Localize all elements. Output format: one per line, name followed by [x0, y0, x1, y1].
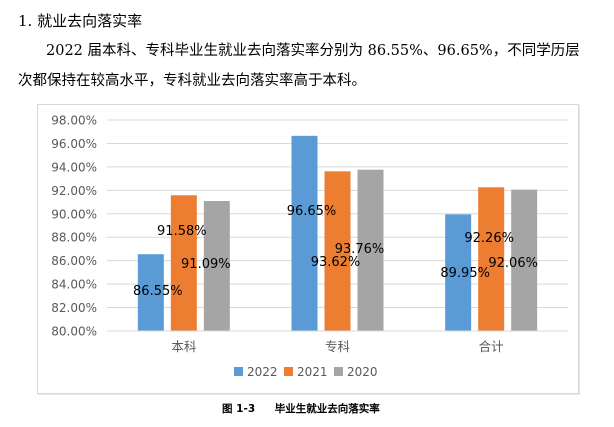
y-tick-label: 96.00% [51, 137, 97, 151]
bar-chart: 80.00% 82.00% 84.00% 86.00% 88.00% 90.00% 92.0… [51, 114, 568, 379]
figure-title: 毕业生就业去向落实率 [274, 403, 380, 415]
figure-caption: 图 1-3 毕业生就业去向落实率 [222, 401, 380, 416]
bar-2022 [291, 135, 318, 331]
paragraph-line-2: 次都保持在较高水平，专科就业去向落实率高于本科。 [18, 73, 366, 89]
paragraph-line-1: 2022 届本科、专科毕业生就业去向落实率分别为 86.55%、96.65%，不… [46, 43, 580, 59]
data-label: 91.58% [157, 224, 207, 239]
data-label: 92.06% [488, 256, 538, 271]
y-tick-label: 98.00% [51, 114, 97, 128]
y-tick-label: 82.00% [51, 301, 97, 315]
bar-2020 [511, 189, 538, 331]
data-label: 93.76% [335, 242, 385, 257]
section-heading: 1. 就业去向落实率 [18, 12, 143, 30]
bar-2020 [357, 169, 384, 331]
data-label: 89.95% [440, 266, 490, 281]
legend-label-2021: 2021 [297, 365, 328, 379]
y-tick-label: 88.00% [51, 231, 97, 245]
x-category-label: 合计 [479, 339, 504, 354]
chart-container: 80.00% 82.00% 84.00% 86.00% 88.00% 90.00% 92.0… [37, 104, 579, 394]
bar-2022 [137, 254, 164, 331]
y-tick-label: 84.00% [51, 278, 97, 292]
data-label: 86.55% [133, 284, 183, 299]
legend-label-2022: 2022 [247, 365, 278, 379]
bar-2021 [170, 195, 197, 331]
x-category-label: 专科 [325, 339, 351, 354]
body-paragraph: 2022 届本科、专科毕业生就业去向落实率分别为 86.55%、96.65%，不… [18, 36, 608, 96]
y-tick-label: 86.00% [51, 254, 97, 268]
data-label: 96.65% [287, 204, 337, 219]
x-category-label: 本科 [171, 339, 197, 354]
bar-2021 [478, 187, 505, 331]
data-label: 93.62% [311, 255, 361, 270]
y-tick-label: 94.00% [51, 160, 97, 174]
y-tick-label: 90.00% [51, 207, 97, 221]
y-tick-label: 92.00% [51, 184, 97, 198]
figure-number: 图 1-3 [222, 403, 256, 415]
data-label: 91.09% [181, 257, 231, 272]
y-tick-label: 80.00% [51, 325, 97, 339]
legend-swatch-2021 [284, 367, 293, 376]
legend-swatch-2022 [234, 367, 243, 376]
bar-2022 [445, 214, 472, 331]
data-label: 92.26% [464, 231, 514, 246]
legend-label-2020: 2020 [347, 365, 378, 379]
bar-2021 [324, 171, 351, 331]
legend-swatch-2020 [334, 367, 343, 376]
bar-2020 [203, 201, 230, 331]
